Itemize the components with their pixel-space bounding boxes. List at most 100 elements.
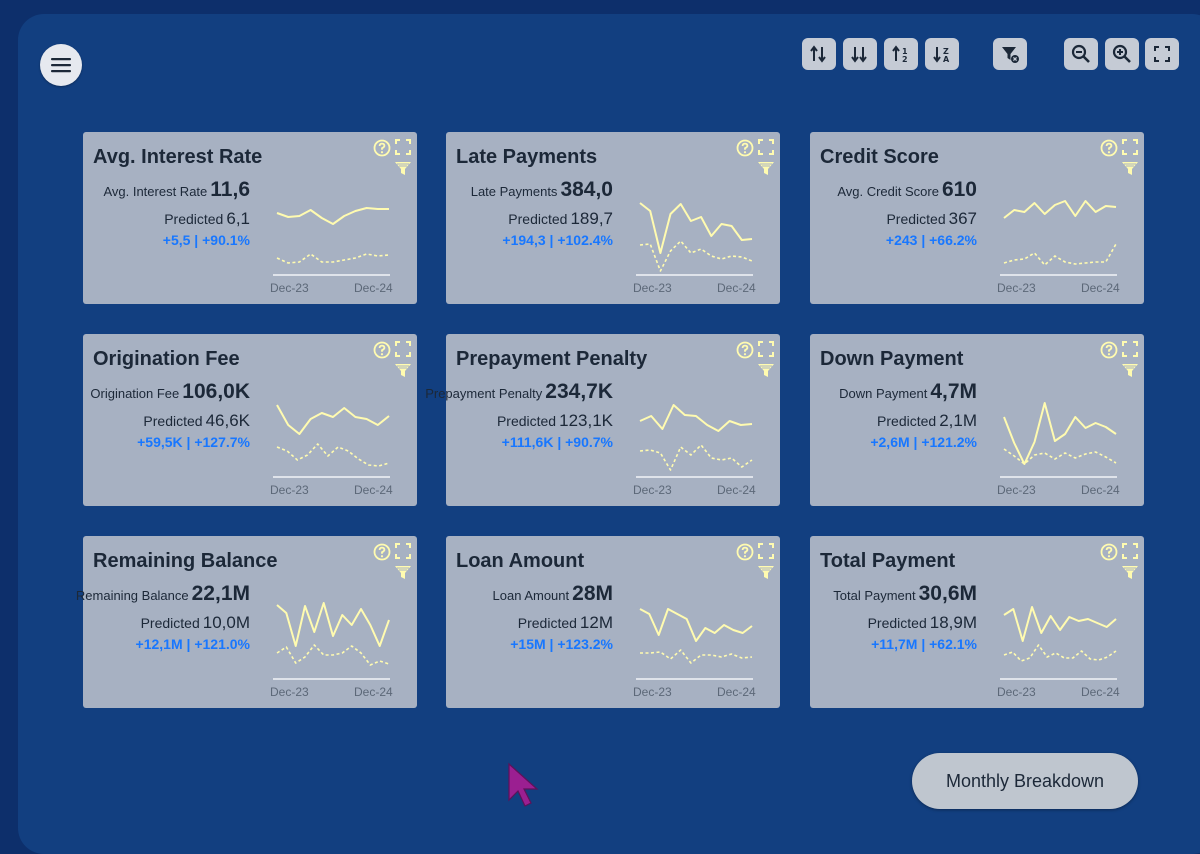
monthly-breakdown-label: Monthly Breakdown: [945, 770, 1105, 791]
expand-icon[interactable]: [1122, 543, 1138, 559]
expand-icon[interactable]: [758, 341, 774, 357]
filter-icon[interactable]: [394, 160, 412, 176]
predicted-label: Predicted: [867, 615, 927, 631]
help-icon[interactable]: [1100, 543, 1118, 561]
predicted-value: 367: [948, 209, 977, 228]
filter-icon[interactable]: [394, 362, 412, 378]
metric-label: Origination Fee: [90, 386, 180, 401]
help-icon[interactable]: [373, 139, 391, 157]
x-axis-end-label: Dec-24: [1081, 685, 1120, 699]
help-icon[interactable]: [1100, 341, 1118, 359]
x-axis-start-label: Dec-23: [997, 685, 1036, 699]
actual-series-line: [1003, 606, 1117, 642]
metric-row: Remaining Balance 22,1M: [76, 582, 250, 606]
metric-value: 22,1M: [191, 582, 250, 605]
kpi-card[interactable]: Loan Amount Loan Amount 28M Predicted 12M +15…: [446, 536, 780, 708]
x-axis-end-label: Dec-24: [354, 685, 393, 699]
fit-screen-button[interactable]: [1145, 38, 1179, 70]
monthly-breakdown-button[interactable]: Monthly Breakdown: [912, 753, 1138, 809]
delta-text: +5,5 | +90.1%: [162, 232, 250, 248]
kpi-card[interactable]: Total Payment Total Payment 30,6M Predicted…: [810, 536, 1144, 708]
kpi-card[interactable]: Prepayment Penalty Prepayment Penalty 234,…: [425, 334, 780, 506]
kpi-card[interactable]: Credit Score Avg. Credit Score 610 Predicte…: [810, 132, 1144, 304]
clear-filter-button[interactable]: [993, 38, 1027, 70]
filter-icon[interactable]: [1121, 362, 1139, 378]
predicted-label: Predicted: [508, 211, 568, 227]
help-icon[interactable]: [736, 139, 754, 157]
kpi-card[interactable]: Remaining Balance Remaining Balance 22,1M P…: [76, 536, 417, 708]
filter-icon[interactable]: [1121, 160, 1139, 176]
x-axis-end-label: Dec-24: [354, 483, 393, 497]
predicted-series-line: [639, 240, 753, 272]
zoom-out-icon: [1071, 44, 1090, 63]
expand-icon[interactable]: [1122, 341, 1138, 357]
sort-ascending-button[interactable]: [802, 38, 836, 70]
filter-icon[interactable]: [1121, 564, 1139, 580]
sort-ascending-alt-button[interactable]: 1 2: [884, 38, 918, 70]
expand-icon[interactable]: [758, 543, 774, 559]
kpi-card[interactable]: Late Payments Late Payments 384,0 Predicted…: [446, 132, 780, 304]
sort-descending-alpha-button[interactable]: Z A: [925, 38, 959, 70]
metric-value: 106,0K: [182, 380, 250, 403]
metric-value: 28M: [572, 582, 613, 605]
predicted-row: Predicted 10,0M: [141, 613, 250, 633]
actual-series-line: [276, 404, 390, 435]
predicted-value: 46,6K: [205, 411, 250, 430]
metric-label: Avg. Interest Rate: [103, 184, 208, 199]
actual-series-line: [276, 207, 389, 225]
card-title: Down Payment: [820, 348, 964, 370]
predicted-value: 12M: [579, 613, 613, 632]
delta-text: +2,6M | +121.2%: [870, 434, 977, 450]
kpi-card[interactable]: Down Payment Down Payment 4,7M Predicted 2,1…: [810, 334, 1144, 506]
metric-row: Prepayment Penalty 234,7K: [425, 380, 613, 404]
filter-icon[interactable]: [757, 564, 775, 580]
predicted-value: 2,1M: [939, 411, 977, 430]
metric-label: Remaining Balance: [75, 588, 189, 603]
menu-button[interactable]: [40, 44, 82, 86]
kpi-card[interactable]: Origination Fee Origination Fee 106,0K Pred…: [83, 334, 417, 506]
help-icon[interactable]: [1100, 139, 1118, 157]
expand-icon[interactable]: [1122, 139, 1138, 155]
filter-icon[interactable]: [757, 160, 775, 176]
kpi-card[interactable]: Avg. Interest Rate Avg. Interest Rate 11,6…: [83, 132, 417, 304]
expand-icon[interactable]: [395, 341, 411, 357]
sort-ascending-icon: [810, 45, 826, 63]
zoom-in-button[interactable]: [1105, 38, 1139, 70]
actual-series-line: [276, 602, 390, 647]
help-icon[interactable]: [373, 543, 391, 561]
predicted-row: Predicted 6,1: [164, 209, 250, 229]
predicted-series-line: [276, 644, 390, 666]
actual-series-line: [639, 404, 753, 432]
predicted-series-line: [1003, 243, 1117, 266]
help-icon[interactable]: [373, 341, 391, 359]
help-icon[interactable]: [736, 341, 754, 359]
card-title: Loan Amount: [456, 550, 585, 572]
predicted-row: Predicted 367: [886, 209, 977, 229]
x-axis-end-label: Dec-24: [354, 281, 393, 295]
expand-icon[interactable]: [395, 139, 411, 155]
svg-text:2: 2: [902, 55, 908, 64]
predicted-value: 123,1K: [559, 411, 613, 430]
delta-text: +12,1M | +121.0%: [135, 636, 250, 652]
sort-descending-button[interactable]: [843, 38, 877, 70]
x-axis-start-label: Dec-23: [270, 685, 309, 699]
metric-row: Late Payments 384,0: [471, 178, 613, 202]
predicted-series-line: [640, 649, 753, 664]
expand-icon[interactable]: [758, 139, 774, 155]
x-axis-start-label: Dec-23: [633, 281, 672, 295]
metric-value: 11,6: [210, 178, 250, 201]
metric-row: Avg. Credit Score 610: [837, 178, 977, 202]
sparkline-chart: [1000, 200, 1117, 276]
delta-text: +11,7M | +62.1%: [871, 636, 977, 652]
zoom-out-button[interactable]: [1064, 38, 1098, 70]
predicted-series-line: [276, 443, 390, 467]
filter-icon[interactable]: [394, 564, 412, 580]
metric-value: 234,7K: [545, 380, 613, 403]
card-title: Late Payments: [456, 146, 598, 168]
card-title: Prepayment Penalty: [456, 348, 648, 370]
predicted-row: Predicted 2,1M: [877, 411, 977, 431]
expand-icon[interactable]: [395, 543, 411, 559]
sort-descending-alpha-icon: Z A: [933, 47, 950, 64]
filter-icon[interactable]: [757, 362, 775, 378]
help-icon[interactable]: [736, 543, 754, 561]
